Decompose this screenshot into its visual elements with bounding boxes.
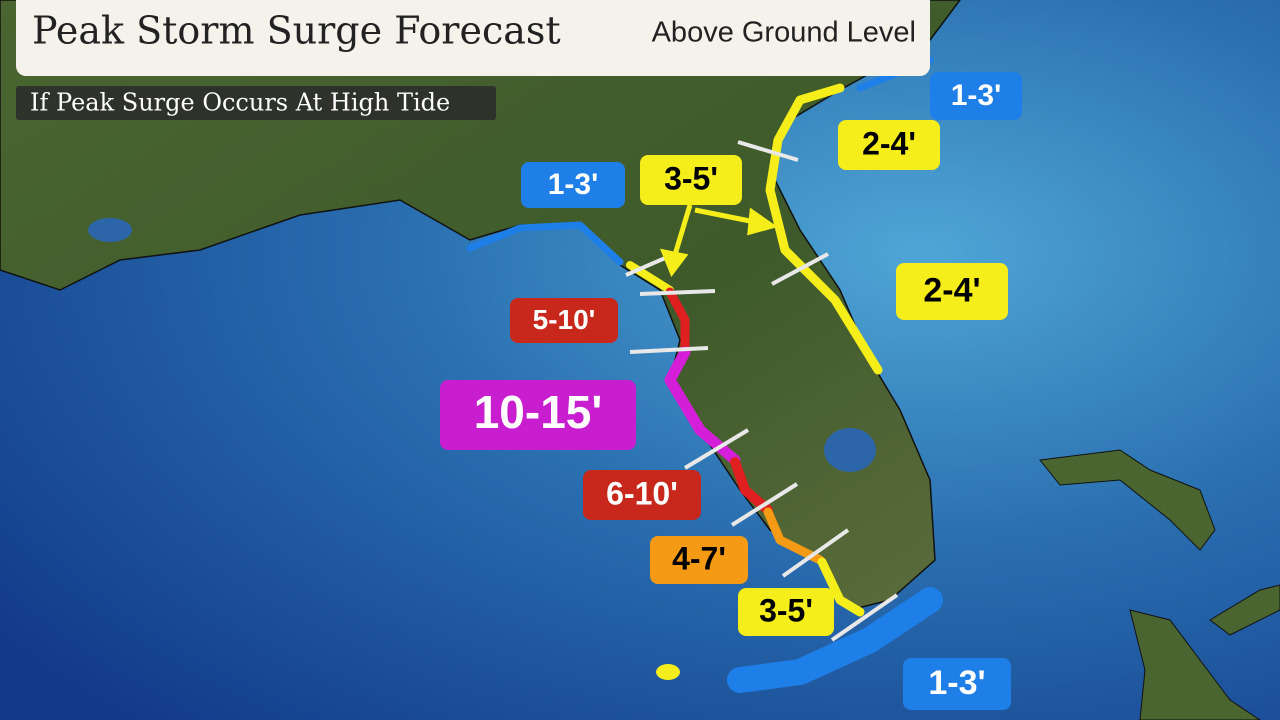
surge-label-box [583, 470, 701, 520]
note: If Peak Surge Occurs At High Tide [30, 89, 450, 117]
surge-label: 6-10' [606, 475, 678, 511]
lake [88, 218, 132, 242]
surge-label: 10-15' [474, 386, 603, 438]
coast-orange [763, 507, 825, 565]
surge-label-box [640, 155, 742, 205]
subtitle: Above Ground Level [652, 17, 916, 49]
surge-label-box [896, 263, 1008, 320]
surge-label-box [440, 380, 636, 450]
surge-label: 3-5' [664, 160, 718, 196]
surge-label: 3-5' [759, 592, 813, 628]
surge-label-box [521, 162, 625, 208]
surge-label: 5-10' [533, 304, 596, 335]
surge-label-box [838, 120, 940, 170]
coast-magenta [664, 346, 741, 466]
surge-label: 4-7' [672, 540, 726, 576]
coast-red [730, 457, 773, 515]
coast-blue [727, 587, 943, 693]
surge-label-box [930, 72, 1022, 120]
surge-label: 1-3' [951, 79, 1002, 112]
note-box [16, 86, 496, 120]
surge-labels: 1-3' 2-4' 1-3' 3-5' 2-4' 5-10' 10-15' 6-10' 4-7'… [440, 72, 1022, 710]
island [1209, 584, 1280, 636]
coast-red [665, 287, 690, 355]
surge-label-box [510, 298, 618, 343]
surge-label: 1-3' [928, 664, 985, 702]
surge-label-box [650, 536, 748, 584]
surge-label: 2-4' [862, 125, 916, 161]
surge-label-box [903, 658, 1011, 710]
island [1129, 609, 1261, 720]
coast-yellow [765, 83, 883, 375]
title: Peak Storm Surge Forecast [32, 9, 561, 53]
island [1039, 449, 1216, 551]
surge-label: 1-3' [548, 168, 599, 201]
header-box [16, 0, 930, 76]
coast-yellow [817, 557, 865, 617]
shoal [656, 664, 680, 680]
coast-blue [466, 221, 624, 266]
lake [824, 428, 876, 472]
surge-label: 2-4' [923, 271, 980, 309]
surge-label-box [738, 588, 834, 636]
arrows [659, 204, 778, 278]
